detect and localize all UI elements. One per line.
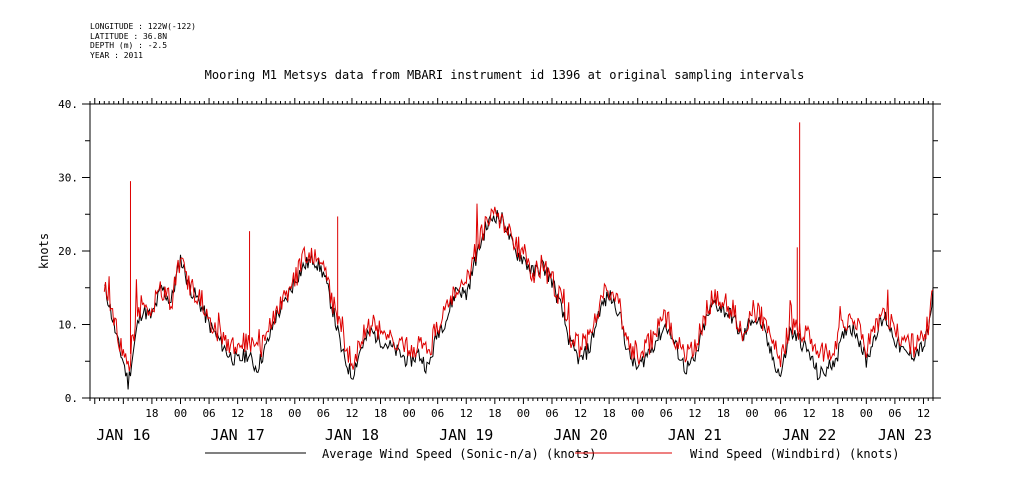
plot-frame [89,103,934,399]
series-layer [103,122,934,390]
y-axis-label: knots [37,233,51,269]
x-hour-label: 12 [231,407,244,420]
legend-label-windbird: Wind Speed (Windbird) (knots) [690,447,900,461]
meta-latitude: LATITUDE : 36.8N [90,31,168,41]
x-day-label: JAN 21 [668,426,722,444]
x-hour-label: 00 [174,407,187,420]
x-hour-label: 00 [288,407,301,420]
legend: Average Wind Speed (Sonic-n/a) (knots) W… [205,447,900,461]
x-day-label: JAN 23 [878,426,932,444]
x-hour-label: 06 [545,407,558,420]
x-hour-label: 06 [431,407,444,420]
y-tick-label: 40. [58,98,78,111]
x-day-label: JAN 20 [553,426,607,444]
meta-year: YEAR : 2011 [90,50,143,60]
x-hour-label: 18 [717,407,730,420]
x-hour-label: 12 [688,407,701,420]
x-hour-label: 00 [860,407,873,420]
x-day-label: JAN 19 [439,426,493,444]
x-hour-label: 18 [145,407,158,420]
chart-title: Mooring M1 Metsys data from MBARI instru… [204,68,805,82]
meta-longitude: LONGITUDE : 122W(-122) [90,22,196,31]
x-hour-label: 18 [831,407,844,420]
x-hour-label: 12 [574,407,587,420]
x-hour-label: 06 [774,407,787,420]
x-day-label: JAN 17 [211,426,265,444]
meta-depth: DEPTH (m) : -2.5 [90,41,168,50]
y-tick-label: 30. [58,172,78,185]
x-day-label: JAN 18 [325,426,379,444]
x-hour-label: 12 [460,407,473,420]
x-hour-label: 18 [260,407,273,420]
x-hour-label: 12 [345,407,358,420]
x-hour-label: 06 [888,407,901,420]
x-axis: 18 00 06 12 18 00 06 12 18 00 06 12 18 00 06 12 18 00 06 12… [89,98,934,444]
x-hour-label: 18 [603,407,616,420]
x-hour-label: 06 [317,407,330,420]
series-line-windbird [103,203,934,372]
x-hour-label: 06 [660,407,673,420]
x-hour-label: 12 [917,407,930,420]
x-day-label: JAN 22 [782,426,836,444]
x-hour-label: 18 [374,407,387,420]
x-hour-label: 00 [631,407,644,420]
legend-label-average-wind: Average Wind Speed (Sonic-n/a) (knots) [322,447,597,461]
y-tick-label: 20. [58,245,78,258]
metadata-block: LONGITUDE : 122W(-122) LATITUDE : 36.8N … [90,22,196,60]
x-hour-label: 00 [745,407,758,420]
series-line-average-wind [104,210,934,390]
y-tick-label: 0. [65,392,78,405]
x-hour-label: 06 [202,407,215,420]
x-hour-label: 00 [517,407,530,420]
y-axis: 0. 10. 20. 30. 40. [58,98,941,405]
y-tick-label: 10. [58,319,78,332]
x-hour-label: 18 [488,407,501,420]
x-hour-label: 12 [803,407,816,420]
x-day-label: JAN 16 [96,426,150,444]
x-hour-label: 00 [402,407,415,420]
